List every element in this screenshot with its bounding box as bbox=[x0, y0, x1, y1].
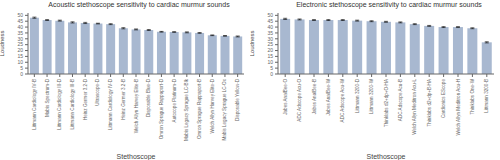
svg-text:Welch Allyn Meditron Acu-L: Welch Allyn Meditron Acu-L bbox=[412, 79, 417, 135]
svg-text:30: 30 bbox=[267, 36, 273, 42]
svg-text:Disposable Yellow-D: Disposable Yellow-D bbox=[235, 78, 240, 121]
svg-text:Loudness: Loudness bbox=[250, 30, 255, 56]
svg-text:Littmann Cardiology III-D: Littmann Cardiology III-D bbox=[57, 78, 62, 129]
svg-text:Thinklabs d2+dp+O-HA: Thinklabs d2+dp+O-HA bbox=[384, 78, 389, 127]
svg-text:Cardionics EScope: Cardionics EScope bbox=[441, 79, 446, 119]
svg-text:5: 5 bbox=[270, 65, 273, 71]
svg-text:50: 50 bbox=[267, 12, 273, 18]
svg-text:Stethoscope: Stethoscope bbox=[367, 153, 406, 160]
svg-text:Thinklabs d2+dp+B-HA: Thinklabs d2+dp+B-HA bbox=[427, 78, 432, 126]
svg-text:ADC Adscope Acu-O: ADC Adscope Acu-O bbox=[297, 79, 302, 122]
svg-text:Welch Allyn Harvey Elite-D: Welch Allyn Harvey Elite-D bbox=[210, 78, 215, 133]
svg-text:ADC Adscope Acu-W: ADC Adscope Acu-W bbox=[340, 78, 345, 122]
svg-text:40: 40 bbox=[17, 24, 23, 30]
svg-text:Heinz Germer 3.2-D: Heinz Germer 3.2-D bbox=[83, 78, 88, 120]
svg-text:10: 10 bbox=[267, 59, 273, 65]
svg-text:25: 25 bbox=[17, 41, 23, 47]
svg-text:Welch Allyn Meditron Acu-H: Welch Allyn Meditron Acu-H bbox=[456, 79, 461, 136]
svg-text:Ultrascope-D: Ultrascope-D bbox=[95, 78, 100, 105]
svg-text:Thinklabs One-W: Thinklabs One-W bbox=[470, 78, 475, 114]
svg-text:Welch Allyn Harvey Elite-B: Welch Allyn Harvey Elite-B bbox=[134, 79, 139, 133]
svg-text:Disposable Blue-D: Disposable Blue-D bbox=[146, 78, 151, 117]
svg-text:50: 50 bbox=[17, 12, 23, 18]
svg-text:Mabis Spectrum-D: Mabis Spectrum-D bbox=[45, 78, 50, 117]
html-text:Acoustic stethoscope sensitivi: Acoustic stethoscope sensitivity to card… bbox=[48, 1, 230, 8]
svg-text:0: 0 bbox=[20, 71, 23, 77]
svg-text:Littmann Cardiology IV-B: Littmann Cardiology IV-B bbox=[32, 79, 37, 130]
svg-text:35: 35 bbox=[17, 30, 23, 36]
svg-text:Littmann Cardiology IV-D: Littmann Cardiology IV-D bbox=[108, 78, 113, 130]
svg-text:Littmann 3200-D: Littmann 3200-D bbox=[355, 78, 360, 113]
svg-text:Jabes AnalBee-B: Jabes AnalBee-B bbox=[312, 79, 317, 114]
svg-text:20: 20 bbox=[17, 47, 23, 53]
svg-text:Littmann 3200-W: Littmann 3200-W bbox=[369, 78, 374, 114]
svg-text:Mabis Legacy Sprague LC-Ox: Mabis Legacy Sprague LC-Ox bbox=[222, 78, 227, 140]
svg-text:Mabis Legacy Sprague LC-Blk: Mabis Legacy Sprague LC-Blk bbox=[184, 78, 189, 141]
svg-text:40: 40 bbox=[267, 24, 273, 30]
svg-text:Stethoscope: Stethoscope bbox=[117, 153, 156, 160]
svg-text:0: 0 bbox=[270, 71, 273, 77]
svg-text:Jabes AnalBee-W: Jabes AnalBee-W bbox=[326, 78, 331, 115]
svg-text:45: 45 bbox=[17, 18, 23, 24]
svg-text:30: 30 bbox=[17, 36, 23, 42]
svg-text:45: 45 bbox=[267, 18, 273, 24]
svg-text:Autocope Platinum-D: Autocope Platinum-D bbox=[172, 78, 177, 122]
svg-text:20: 20 bbox=[267, 47, 273, 53]
svg-text:10: 10 bbox=[17, 59, 23, 65]
svg-text:ADC Adscope Acu-B: ADC Adscope Acu-B bbox=[398, 79, 403, 121]
svg-text:15: 15 bbox=[267, 53, 273, 59]
svg-text:Jabes AnalBee-O: Jabes AnalBee-O bbox=[283, 79, 288, 115]
svg-text:Littmann Cardiology III-B: Littmann Cardiology III-B bbox=[70, 79, 75, 130]
svg-text:Omron Sprague Rappaport-D: Omron Sprague Rappaport-D bbox=[159, 78, 164, 139]
html-text:Electronic stethoscope sensiti: Electronic stethoscope sensitivity to ca… bbox=[296, 1, 482, 8]
svg-text:Heinz Germer 3.2-B: Heinz Germer 3.2-B bbox=[121, 79, 126, 120]
svg-text:15: 15 bbox=[17, 53, 23, 59]
svg-text:5: 5 bbox=[20, 65, 23, 71]
svg-text:25: 25 bbox=[267, 41, 273, 47]
svg-text:Littmann 3200-B: Littmann 3200-B bbox=[484, 79, 489, 113]
svg-text:35: 35 bbox=[267, 30, 273, 36]
svg-text:Omron Sprague Rappaport-B: Omron Sprague Rappaport-B bbox=[197, 79, 202, 139]
